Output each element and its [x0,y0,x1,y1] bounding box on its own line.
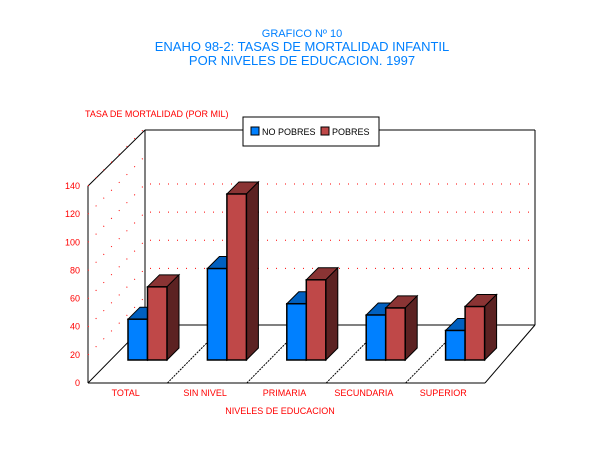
left-wall-top-edge [87,129,146,187]
x-tick-label: SECUNDARIA [334,388,393,398]
bar-side-pobres [404,294,418,362]
y-tick-label: 0 [75,378,80,388]
y-tick-label: 140 [65,181,80,191]
bar-no-pobres-secundaria [365,314,387,361]
chart-title: ENAHO 98-2: TASAS DE MORTALIDAD INFANTIL [155,39,450,54]
x-tick-label: SUPERIOR [420,388,468,398]
left-wall-gridline [87,155,146,215]
legend-swatch-pobres [320,126,330,136]
y-tick-label: 80 [70,265,80,275]
bar-pobres-total [146,286,168,361]
bar-pobres-secundaria [384,307,406,361]
bar-pobres-superior [464,305,486,361]
x-axis-label: NIVELES DE EDUCACION [225,406,335,416]
legend-swatch-no-pobres [250,126,260,136]
x-tick-label: PRIMARIA [263,388,307,398]
legend-box [242,116,380,147]
y-tick-label: 120 [65,209,80,219]
left-wall-gridline [87,212,146,271]
x-tick-label: SIN NIVEL [183,388,227,398]
bar-no-pobres-superior [444,329,466,361]
y-tick-label: 40 [70,322,80,332]
bar-no-pobres-total [127,318,149,361]
bar-side-pobres [484,293,498,362]
y-axis-label: TASA DE MORTALIDAD (POR MIL) [85,109,229,119]
bar-side-pobres [245,180,259,362]
legend-label-pobres: POBRES [332,127,370,137]
left-wall-gridline [87,240,146,299]
left-wall-gridline [87,183,146,243]
bar-pobres-sin-nivel [226,193,248,361]
legend-label-no-pobres: NO POBRES [262,127,316,137]
y-tick-label: 100 [65,237,80,247]
bar-pobres-primaria [305,279,327,361]
y-tick-label: 60 [70,294,80,304]
chart-subtitle: POR NIVELES DE EDUCACION. 1997 [189,53,415,68]
bar-no-pobres-primaria [286,302,308,361]
bar-side-pobres [325,266,339,362]
floor-right-edge [484,324,536,384]
bar-side-pobres [166,273,180,362]
bar-no-pobres-sin-nivel [206,267,228,361]
legend: NO POBRES POBRES [242,116,380,147]
y-tick-label: 20 [70,350,80,360]
chart-supertitle: GRAFICO Nº 10 [262,28,342,40]
x-tick-label: TOTAL [112,388,140,398]
